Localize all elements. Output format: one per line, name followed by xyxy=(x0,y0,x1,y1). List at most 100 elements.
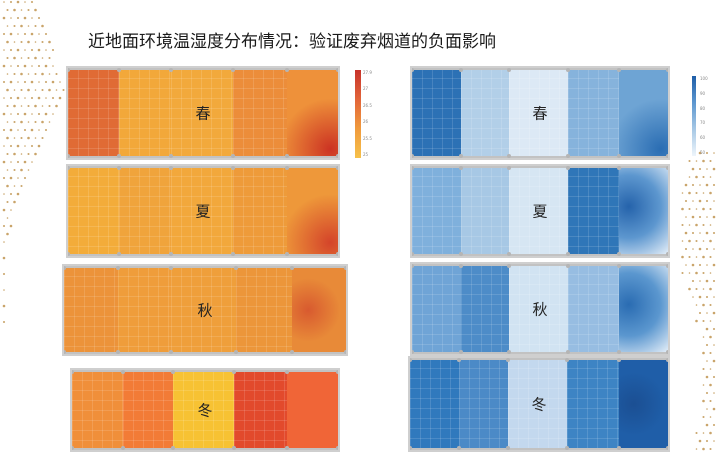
temperature-colorbar-tick: 27.9 xyxy=(363,70,372,75)
column-marker xyxy=(169,350,174,354)
humidity-colorbar-tick: 50 xyxy=(700,150,706,155)
humidity-panel-3: 冬 xyxy=(408,356,670,452)
frame-rail xyxy=(68,68,338,70)
column-marker xyxy=(412,350,414,354)
column-marker xyxy=(72,370,74,374)
column-marker xyxy=(506,358,511,362)
humidity-panel-0: 春 xyxy=(410,66,670,160)
humidity-strip xyxy=(618,358,668,450)
temperature-strip xyxy=(173,370,235,450)
temperature-strip xyxy=(119,68,171,158)
frame-rail xyxy=(412,156,668,158)
column-marker xyxy=(458,350,463,354)
column-marker xyxy=(617,166,622,170)
temperature-panel-1: 夏 xyxy=(66,164,340,258)
frame-rail xyxy=(412,68,668,70)
column-marker xyxy=(666,166,668,170)
column-marker xyxy=(666,68,668,72)
column-marker xyxy=(336,154,338,158)
humidity-strip xyxy=(509,264,569,354)
column-marker xyxy=(171,370,176,374)
column-marker xyxy=(666,252,668,256)
temperature-colorbar: 27.9 27 26.5 26 25.5 25 xyxy=(355,70,372,158)
temperature-colorbar-tick: 25.5 xyxy=(363,135,372,141)
column-marker xyxy=(68,252,70,256)
decorative-dot-pattern-left xyxy=(2,0,65,324)
column-marker xyxy=(458,154,463,158)
column-marker xyxy=(117,252,122,256)
column-marker xyxy=(412,264,414,268)
column-marker xyxy=(666,264,668,268)
column-marker xyxy=(507,350,512,354)
humidity-strip xyxy=(460,166,510,256)
column-marker xyxy=(284,166,289,170)
temperature-strip xyxy=(119,166,171,256)
column-marker xyxy=(230,68,235,72)
column-marker xyxy=(336,68,338,72)
column-marker xyxy=(506,446,511,450)
column-marker xyxy=(285,370,290,374)
temperature-colorbar-tick: 27 xyxy=(363,86,369,92)
frame-rail xyxy=(410,358,668,360)
humidity-panel-2: 秋 xyxy=(410,262,670,356)
column-marker xyxy=(507,68,512,72)
humidity-strip xyxy=(412,166,461,256)
slide-title: 近地面环境温湿度分布情况：验证废弃烟道的负面影响 xyxy=(88,32,496,52)
column-marker xyxy=(507,166,512,170)
column-marker xyxy=(617,350,622,354)
column-marker xyxy=(507,154,512,158)
temperature-strip xyxy=(286,166,338,256)
column-marker xyxy=(64,266,66,270)
column-marker xyxy=(290,266,295,270)
column-marker xyxy=(507,252,512,256)
column-marker xyxy=(566,252,571,256)
column-marker xyxy=(336,252,338,256)
temperature-strip xyxy=(232,68,287,158)
column-marker xyxy=(168,154,173,158)
temperature-strip xyxy=(292,266,346,354)
temperature-strip xyxy=(171,266,237,354)
frame-rail xyxy=(64,266,346,268)
frame-rail xyxy=(412,352,668,354)
temperature-colorbar-tick: 25 xyxy=(363,152,369,157)
humidity-strip xyxy=(509,166,569,256)
column-marker xyxy=(120,370,125,374)
temperature-strip xyxy=(68,166,120,256)
column-marker xyxy=(285,446,290,450)
column-marker xyxy=(617,252,622,256)
column-marker xyxy=(232,446,237,450)
column-marker xyxy=(458,252,463,256)
column-marker xyxy=(412,68,414,72)
temperature-colorbar-gradient xyxy=(355,70,361,158)
temperature-strip xyxy=(72,370,123,450)
frame-rail xyxy=(68,166,338,168)
column-marker xyxy=(344,266,346,270)
humidity-season-label: 冬 xyxy=(531,395,547,414)
column-marker xyxy=(117,166,122,170)
temperature-strip xyxy=(234,370,288,450)
frame-rail xyxy=(412,166,668,168)
frame-rail xyxy=(72,370,338,372)
column-marker xyxy=(566,264,571,268)
column-marker xyxy=(666,154,668,158)
column-marker xyxy=(72,446,74,450)
column-marker xyxy=(507,264,512,268)
frame-rail xyxy=(68,156,338,158)
column-marker xyxy=(68,166,70,170)
temperature-season-label: 夏 xyxy=(195,202,211,221)
column-marker xyxy=(458,264,463,268)
column-marker xyxy=(230,252,235,256)
humidity-panel-1: 夏 xyxy=(410,164,670,258)
temperature-panel-2: 秋 xyxy=(62,264,348,356)
column-marker xyxy=(458,68,463,72)
humidity-strip xyxy=(509,68,569,158)
column-marker xyxy=(412,166,414,170)
column-marker xyxy=(115,350,120,354)
column-marker xyxy=(410,446,412,450)
column-marker xyxy=(566,166,571,170)
column-marker xyxy=(290,350,295,354)
temperature-strip xyxy=(170,166,233,256)
humidity-season-label: 夏 xyxy=(532,202,548,221)
column-marker xyxy=(230,166,235,170)
temperature-strip xyxy=(68,68,120,158)
